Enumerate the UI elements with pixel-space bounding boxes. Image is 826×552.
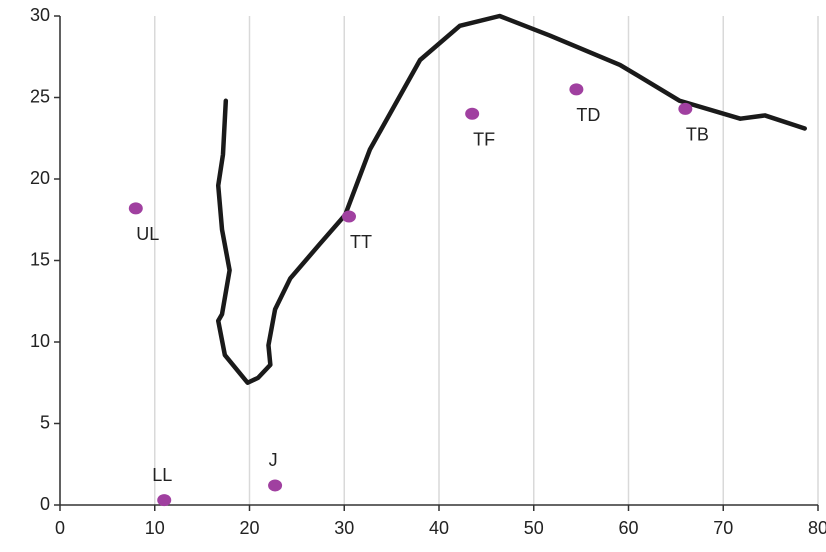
y-tick-label: 0	[40, 494, 50, 514]
point	[129, 202, 143, 214]
x-tick-label: 30	[334, 518, 354, 538]
x-tick-label: 60	[618, 518, 638, 538]
point	[268, 479, 282, 491]
y-tick-label: 20	[30, 168, 50, 188]
point	[157, 494, 171, 506]
x-tick-label: 50	[524, 518, 544, 538]
point-label: TF	[473, 130, 495, 150]
curve	[218, 16, 805, 383]
y-tick-label: 5	[40, 412, 50, 432]
point-label: TT	[350, 232, 372, 252]
x-tick-label: 70	[713, 518, 733, 538]
point-label: J	[269, 450, 278, 470]
point-label: UL	[136, 224, 159, 244]
y-tick-label: 30	[30, 5, 50, 25]
y-tick-label: 25	[30, 86, 50, 106]
x-tick-label: 10	[145, 518, 165, 538]
x-tick-label: 0	[55, 518, 65, 538]
x-tick-label: 40	[429, 518, 449, 538]
page: {"chart_data": {"type": "scatter", "xlim…	[0, 0, 826, 552]
x-tick-label: 80	[808, 518, 826, 538]
point-label: LL	[152, 465, 172, 485]
point	[569, 83, 583, 95]
point-label: TD	[576, 105, 600, 125]
y-tick-label: 15	[30, 249, 50, 269]
point	[465, 108, 479, 120]
point-label: TB	[686, 125, 709, 145]
point	[678, 103, 692, 115]
x-tick-label: 20	[239, 518, 259, 538]
point	[342, 210, 356, 222]
y-tick-label: 10	[30, 331, 50, 351]
chart: 0 10 20 30 40 50 60 70 80 0 5 10 15 20 25 30 UL LL J TT TF TD…	[0, 0, 826, 552]
